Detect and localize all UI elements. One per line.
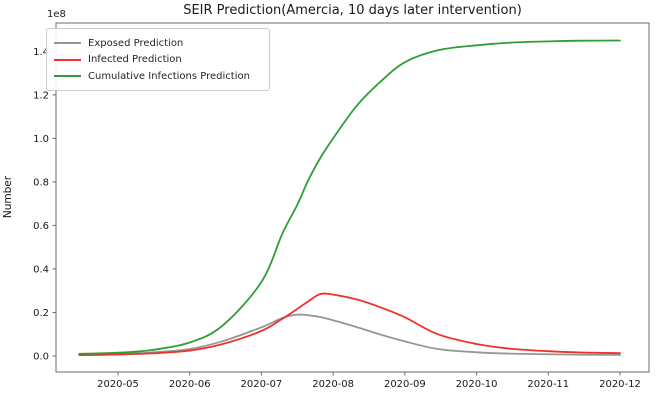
legend-line-swatch	[54, 75, 81, 77]
x-tick-label: 2020-10	[456, 379, 498, 390]
y-tick-label: 0.6	[33, 221, 49, 232]
x-tick-label: 2020-05	[97, 379, 139, 390]
x-tick-label: 2020-11	[527, 379, 569, 390]
y-tick-label: 1.0	[33, 134, 49, 145]
series-line-exposed-prediction	[78, 313, 621, 356]
series-line-cumulative-infections-prediction	[78, 39, 621, 355]
legend-box: Exposed Prediction Infected Prediction Cum…	[46, 28, 270, 91]
legend-label: Cumulative Infections Prediction	[88, 70, 250, 82]
y-tick-label: 0.2	[33, 308, 49, 319]
y-tick-label: 1.2	[33, 90, 49, 101]
y-tick-label: 0.4	[33, 264, 49, 275]
x-tick-label: 2020-09	[384, 379, 426, 390]
y-axis-offset-text: 1e8	[47, 9, 66, 20]
x-tick-label: 2020-08	[312, 379, 354, 390]
legend-item: Infected Prediction	[54, 52, 261, 67]
chart-title: SEIR Prediction(Amercia, 10 days later i…	[183, 3, 522, 18]
legend-item: Cumulative Infections Prediction	[54, 69, 261, 84]
legend-label: Exposed Prediction	[88, 37, 184, 49]
series-line-infected-prediction	[78, 292, 621, 356]
plot-border	[55, 22, 650, 373]
y-tick-label: 1.4	[33, 47, 49, 58]
y-axis-label: Number	[2, 175, 14, 219]
x-tick-label: 2020-07	[241, 379, 283, 390]
y-tick-label: 0.8	[33, 177, 49, 188]
legend-line-swatch	[54, 58, 81, 61]
legend-label: Infected Prediction	[88, 54, 182, 65]
legend-line-swatch	[54, 42, 81, 44]
y-tick-label: 0.0	[33, 352, 49, 363]
legend-item: Exposed Prediction	[54, 36, 261, 51]
x-tick-label: 2020-12	[599, 379, 641, 390]
x-tick-label: 2020-06	[169, 379, 211, 390]
